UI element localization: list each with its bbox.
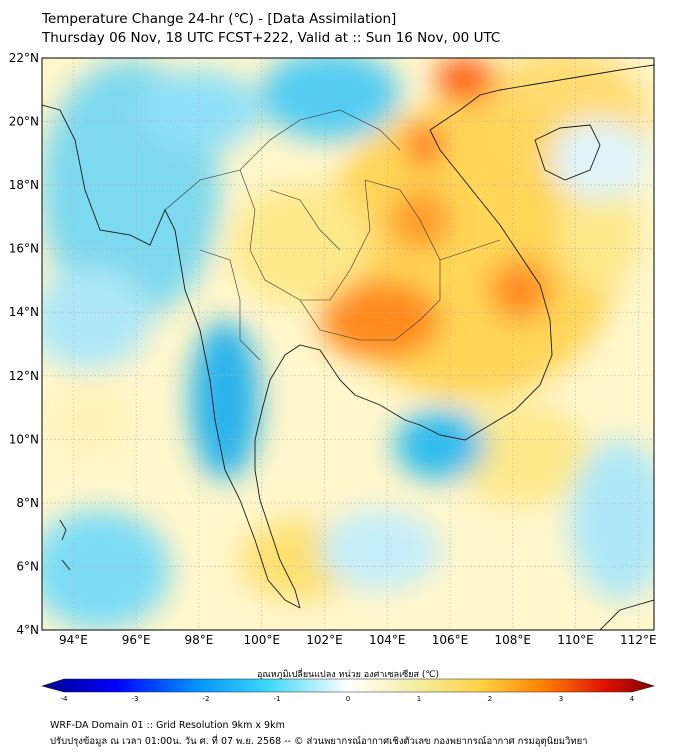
longitude-label: 104°E: [369, 633, 406, 647]
coastlines: [42, 64, 654, 630]
latitude-label: 10°N: [9, 432, 39, 446]
colorbar-label: อุณหภูมิเปลี่ยนแปลง หน่วย องศาเซลเซียส (…: [257, 667, 439, 680]
colorbar-tick-label: -2: [203, 695, 210, 703]
longitude-label: 102°E: [306, 633, 343, 647]
latitude-label: 18°N: [9, 178, 39, 192]
footer-credit: ปรับปรุงข้อมูล ณ เวลา 01:00น. วัน ศ. ที่…: [50, 736, 588, 747]
longitude-label: 108°E: [495, 633, 532, 647]
longitude-label: 106°E: [432, 633, 469, 647]
map-subtitle: Thursday 06 Nov, 18 UTC FCST+222, Valid …: [42, 30, 501, 46]
map-title: Temperature Change 24-hr (℃) - [Data Ass…: [42, 11, 397, 27]
longitude-label: 110°E: [557, 633, 594, 647]
latitude-label: 12°N: [9, 369, 39, 383]
colorbar-tick-label: 1: [417, 695, 421, 703]
longitude-label: 94°E: [59, 633, 88, 647]
longitude-label: 96°E: [122, 633, 151, 647]
temperature-field: [42, 58, 654, 630]
footer-domain-info: WRF-DA Domain 01 :: Grid Resolution 9km …: [50, 720, 285, 731]
latitude-label: 20°N: [9, 115, 39, 129]
colorbar-tick-label: 4: [630, 695, 635, 703]
longitude-label: 112°E: [620, 633, 657, 647]
longitude-label: 98°E: [184, 633, 213, 647]
colorbar-tick-label: -3: [132, 695, 139, 703]
colorbar-tick-label: 2: [488, 695, 492, 703]
longitude-label: 100°E: [243, 633, 280, 647]
country-borders: [164, 109, 501, 361]
colorbar-tick-label: -4: [61, 695, 69, 703]
longitude-labels: 94°E 96°E 98°E 100°E 102°E 104°E 106°E 108°E 110…: [59, 633, 657, 647]
latitude-label: 4°N: [16, 623, 39, 637]
colorbar-ticks: -4 -3 -2 -1 0 1 2 3 4: [61, 695, 635, 703]
latitude-label: 14°N: [9, 305, 39, 319]
colorbar-tick-label: -1: [274, 695, 281, 703]
graticule: [42, 57, 654, 631]
colorbar-tick-label: 3: [559, 695, 563, 703]
latitude-label: 8°N: [16, 496, 39, 510]
colorbar: [40, 678, 656, 693]
latitude-label: 22°N: [9, 51, 39, 65]
latitude-label: 16°N: [9, 242, 39, 256]
map-frame: [41, 57, 655, 631]
colorbar-tick-label: 0: [346, 695, 350, 703]
latitude-labels: 22°N 20°N 18°N 16°N 14°N 12°N 10°N 8°N 6°N 4°N: [9, 51, 39, 637]
latitude-label: 6°N: [16, 559, 39, 573]
